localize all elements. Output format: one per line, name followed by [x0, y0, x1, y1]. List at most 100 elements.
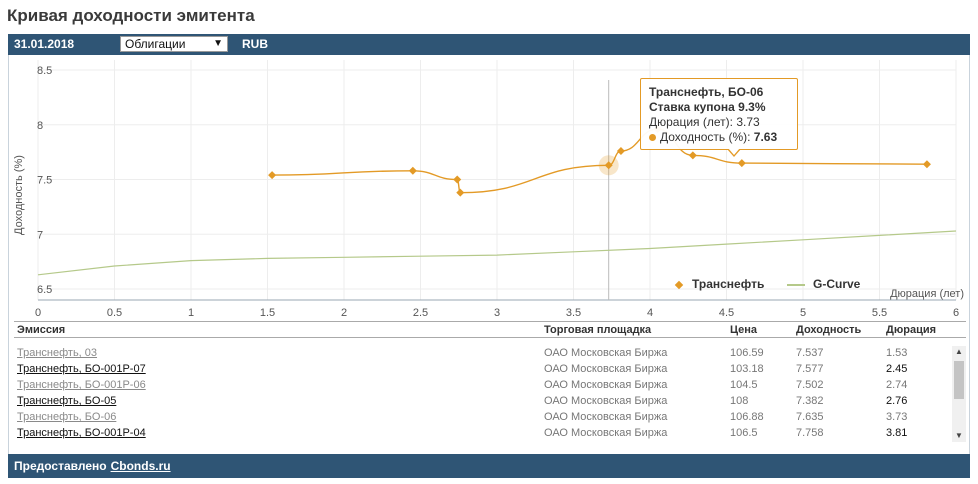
- table-header: Эмиссия Торговая площадка Цена Доходност…: [14, 321, 966, 338]
- tooltip-coupon-label: Ставка купона: [649, 100, 735, 114]
- x-tick-label: 5: [800, 307, 806, 319]
- y-tick-label: 6.5: [37, 284, 52, 296]
- legend-label-transneft: Транснефть: [692, 277, 765, 291]
- data-point-marker: [456, 188, 465, 197]
- scroll-thumb[interactable]: [954, 361, 964, 399]
- bond-name-link[interactable]: Транснефть, БО-06: [17, 411, 117, 423]
- yield-cell: 7.577: [796, 363, 824, 375]
- y-tick-label: 7.5: [37, 175, 52, 187]
- legend-item-gcurve[interactable]: G-Curve: [787, 277, 860, 291]
- dropdown-arrow-icon: ▼: [213, 38, 223, 49]
- yield-cell: 7.635: [796, 411, 824, 423]
- tooltip-duration: Дюрация (лет): 3.73: [649, 115, 760, 129]
- duration-cell: 2.45: [886, 363, 908, 375]
- col-header-duration[interactable]: Дюрация: [886, 324, 937, 336]
- footer-provided-by: Предоставлено: [14, 459, 107, 473]
- date-label: 31.01.2018: [14, 37, 75, 51]
- x-tick-label: 3: [494, 307, 500, 319]
- toolbar: 31.01.2018 Облигации ▼ RUB: [8, 34, 970, 55]
- col-header-yield[interactable]: Доходность: [796, 324, 862, 336]
- x-tick-label: 2.5: [413, 307, 428, 319]
- yield-cell: 7.537: [796, 347, 824, 359]
- table-row: Транснефть, БО-001Р-04 ОАО Московская Бир…: [14, 425, 950, 441]
- tooltip-caret-inner: [728, 148, 740, 155]
- tooltip-duration-value: 3.73: [736, 115, 760, 129]
- table-row: Транснефть, БО-001Р-07 ОАО Московская Бир…: [14, 361, 950, 377]
- bond-type-value: Облигации: [125, 37, 186, 51]
- table-scrollbar[interactable]: ▲ ▼: [952, 346, 966, 442]
- legend-label-gcurve: G-Curve: [813, 277, 861, 291]
- tooltip-yield-value: 7.63: [753, 130, 778, 144]
- legend-item-transneft[interactable]: Транснефть: [674, 277, 765, 291]
- yield-curve-chart: 0 0.5 1 1.5 2 2.5 3 3.5 4 4.5 5 5.5 6 6.5 7 7.5 8 8.5 Дохо…: [13, 60, 964, 319]
- bond-name-link[interactable]: Транснефть, 03: [17, 347, 98, 359]
- duration-cell: 3.81: [886, 427, 908, 439]
- table-row: Транснефть, БО-001Р-06 ОАО Московская Бир…: [14, 377, 950, 393]
- x-tick-label: 4: [647, 307, 653, 319]
- data-point-marker: [453, 175, 462, 184]
- footer: Предоставлено Cbonds.ru: [8, 454, 970, 478]
- footer-text: Предоставлено Cbonds.ru: [14, 459, 171, 473]
- col-header-exchange[interactable]: Торговая площадка: [544, 324, 652, 336]
- chart-frame: [8, 55, 970, 454]
- table-row: Транснефть, 03 ОАО Московская Биржа 106.59…: [14, 345, 950, 361]
- bond-name-link[interactable]: Транснефть, БО-001Р-06: [17, 379, 146, 391]
- duration-cell: 2.74: [886, 379, 908, 391]
- transneft-curve-line: [272, 128, 927, 194]
- y-tick-label: 8.5: [37, 65, 52, 77]
- price-cell: 106.59: [730, 347, 764, 359]
- diamond-marker-icon: [674, 280, 684, 290]
- x-tick-label: 1: [188, 307, 194, 319]
- tooltip-bond-name: Транснефть, БО-06: [649, 85, 764, 99]
- x-tick-label: 2: [341, 307, 347, 319]
- table-row: Транснефть, БО-05 ОАО Московская Биржа 108…: [14, 393, 950, 409]
- duration-cell: 2.76: [886, 395, 908, 407]
- exchange-cell: ОАО Московская Биржа: [544, 347, 668, 359]
- price-cell: 103.18: [730, 363, 764, 375]
- exchange-cell: ОАО Московская Биржа: [544, 395, 668, 407]
- bond-type-select[interactable]: Облигации ▼: [120, 36, 228, 52]
- price-cell: 106.5: [730, 427, 758, 439]
- data-point-marker: [688, 151, 697, 160]
- data-point-marker: [268, 171, 277, 180]
- currency-label: RUB: [242, 37, 268, 51]
- price-cell: 106.88: [730, 411, 764, 423]
- y-tick-label: 8: [37, 120, 43, 132]
- exchange-cell: ОАО Московская Биржа: [544, 363, 668, 375]
- yield-cell: 7.758: [796, 427, 824, 439]
- g-curve-line: [37, 230, 957, 276]
- x-tick-label: 3.5: [566, 307, 581, 319]
- x-axis-title: Дюрация (лет): [890, 288, 964, 300]
- chart-tooltip: Транснефть, БО-06 Ставка купона 9.3% Дюр…: [640, 78, 798, 150]
- yield-cell: 7.382: [796, 395, 824, 407]
- data-point-marker: [408, 166, 417, 175]
- scroll-down-icon[interactable]: ▼: [955, 431, 963, 440]
- bond-name-link[interactable]: Транснефть, БО-001Р-07: [17, 363, 146, 375]
- col-header-emission[interactable]: Эмиссия: [17, 324, 66, 336]
- tooltip-coupon: Ставка купона 9.3%: [649, 100, 789, 115]
- col-header-price[interactable]: Цена: [730, 324, 758, 336]
- duration-cell: 1.53: [886, 347, 908, 359]
- x-tick-label: 4.5: [719, 307, 734, 319]
- duration-cell: 3.73: [886, 411, 908, 423]
- bond-name-link[interactable]: Транснефть, БО-05: [17, 395, 117, 407]
- x-tick-label: 5.5: [872, 307, 887, 319]
- price-cell: 104.5: [730, 379, 758, 391]
- x-tick-label: 1.5: [260, 307, 275, 319]
- tooltip-duration-label: Дюрация (лет): [649, 115, 730, 129]
- exchange-cell: ОАО Московская Биржа: [544, 427, 668, 439]
- series-dot-icon: [649, 134, 656, 142]
- x-tick-label: 6: [953, 307, 959, 319]
- cbonds-link[interactable]: Cbonds.ru: [110, 459, 171, 473]
- tooltip-yield: Доходность (%): 7.63: [649, 130, 789, 145]
- price-cell: 108: [730, 395, 749, 407]
- page-title: Кривая доходности эмитента: [7, 6, 255, 25]
- x-tick-label: 0: [35, 307, 41, 319]
- scroll-up-icon[interactable]: ▲: [955, 347, 963, 356]
- y-tick-label: 7: [37, 229, 43, 241]
- data-point-marker: [922, 160, 931, 169]
- bond-name-link[interactable]: Транснефть, БО-001Р-04: [17, 427, 146, 439]
- tooltip-yield-label: Доходность (%): [660, 130, 748, 144]
- data-point-marker: [737, 159, 746, 168]
- y-axis-title: Доходность (%): [13, 155, 25, 235]
